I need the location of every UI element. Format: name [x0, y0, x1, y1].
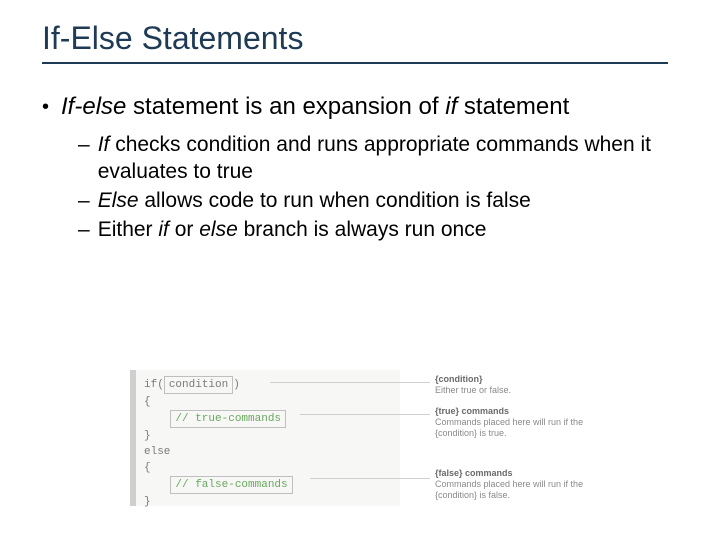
italic-word: else	[199, 218, 238, 241]
annotation: {true} commands Commands placed here wil…	[435, 406, 605, 439]
slide: If-Else Statements • If-else statement i…	[0, 0, 720, 540]
text-run: statement	[457, 93, 569, 120]
text-run: checks condition and runs appropriate co…	[98, 133, 651, 183]
body-text: • If-else statement is an expansion of i…	[42, 92, 662, 246]
code-line: {	[144, 394, 392, 410]
text-run: branch is always run once	[238, 218, 487, 241]
code-line: {	[144, 460, 392, 476]
title-underline	[42, 62, 668, 64]
code-highlight-box: condition	[164, 376, 233, 394]
page-title: If-Else Statements	[42, 20, 303, 57]
code-block: if(condition) { // true-commands } else …	[130, 370, 400, 506]
bullet-level2: – Else allows code to run when condition…	[78, 188, 662, 215]
italic-word: if	[158, 218, 169, 241]
annotation-title: {false} commands	[435, 468, 513, 478]
annotation-title: {condition}	[435, 374, 483, 384]
code-line: }	[144, 494, 392, 510]
annotation-text: Commands placed here will run if the {co…	[435, 479, 583, 500]
bullet-text: If checks condition and runs appropriate…	[98, 132, 662, 186]
italic-word: If	[98, 133, 110, 156]
italic-word: If-else	[61, 93, 126, 120]
annotation: {condition} Either true or false.	[435, 374, 605, 396]
bullet-dot-icon: •	[42, 92, 49, 122]
code-line: // true-commands	[144, 410, 392, 428]
code-indent	[144, 479, 170, 491]
code-line: }	[144, 428, 392, 444]
code-line: if(condition)	[144, 376, 392, 394]
dash-icon: –	[78, 188, 90, 215]
annotation-connector	[300, 414, 430, 415]
text-run: Either	[98, 218, 159, 241]
italic-word: if	[445, 93, 457, 120]
code-highlight-box: // false-commands	[170, 476, 292, 494]
code-token: )	[233, 379, 240, 391]
bullet-level2: – If checks condition and runs appropria…	[78, 132, 662, 186]
code-line: else	[144, 444, 392, 460]
text-run: allows code to run when condition is fal…	[139, 189, 531, 212]
annotation-text: Either true or false.	[435, 385, 511, 395]
bullet-text: Either if or else branch is always run o…	[98, 217, 662, 244]
bullet-level2: – Either if or else branch is always run…	[78, 217, 662, 244]
annotation: {false} commands Commands placed here wi…	[435, 468, 605, 501]
dash-icon: –	[78, 132, 90, 186]
annotation-text: Commands placed here will run if the {co…	[435, 417, 583, 438]
dash-icon: –	[78, 217, 90, 244]
sub-bullet-list: – If checks condition and runs appropria…	[78, 132, 662, 244]
code-highlight-box: // true-commands	[170, 410, 286, 428]
annotation-connector	[270, 382, 430, 383]
code-indent	[144, 413, 170, 425]
annotation-connector	[310, 478, 430, 479]
bullet-level1: • If-else statement is an expansion of i…	[42, 92, 662, 122]
bullet-text: Else allows code to run when condition i…	[98, 188, 662, 215]
italic-word: Else	[98, 189, 139, 212]
bullet-text: If-else statement is an expansion of if …	[61, 92, 662, 122]
text-run: or	[169, 218, 199, 241]
code-token: if(	[144, 379, 164, 391]
code-figure: if(condition) { // true-commands } else …	[130, 370, 600, 510]
text-run: statement is an expansion of	[126, 93, 445, 120]
annotation-title: {true} commands	[435, 406, 509, 416]
